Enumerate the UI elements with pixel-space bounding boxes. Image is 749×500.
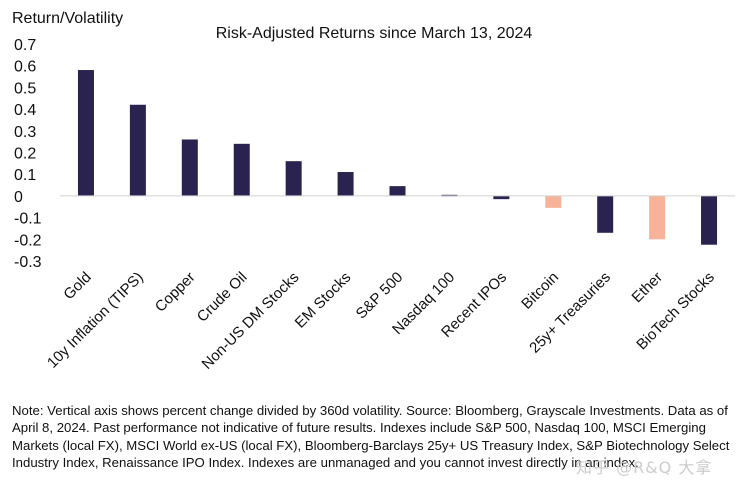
y-axis-label: Return/Volatility <box>12 10 123 27</box>
y-tick-label: 0.4 <box>14 102 36 119</box>
category-label: EM Stocks <box>292 269 355 332</box>
category-label: Ether <box>629 269 666 306</box>
bar <box>493 195 510 200</box>
y-tick-label: 0.6 <box>14 59 36 76</box>
bar <box>233 143 250 196</box>
bar <box>701 195 718 245</box>
y-tick-label: -0.2 <box>14 232 42 249</box>
category-label: 10y Inflation (TIPS) <box>44 269 147 372</box>
y-tick-label: 0.2 <box>14 146 36 163</box>
bar <box>649 195 666 240</box>
y-tick-label: 0.5 <box>14 80 36 97</box>
category-label: Non-US DM Stocks <box>199 269 303 373</box>
category-label: Copper <box>152 269 199 316</box>
category-label: Bitcoin <box>518 269 562 313</box>
category-label: Gold <box>60 269 94 303</box>
bar <box>77 70 94 196</box>
bar <box>337 172 354 196</box>
bar <box>129 104 146 196</box>
bar <box>597 195 614 233</box>
y-tick-label: 0.7 <box>14 37 36 54</box>
y-tick-label: -0.1 <box>14 211 42 228</box>
bars <box>77 70 718 245</box>
bar <box>389 186 406 196</box>
watermark: 知乎 @R&Q 大拿 <box>576 458 713 477</box>
y-tick-label: 0.1 <box>14 167 36 184</box>
bar <box>181 139 198 196</box>
y-tick-label: 0 <box>14 189 23 206</box>
category-label: S&P 500 <box>353 269 407 323</box>
footnote: Note: Vertical axis shows percent change… <box>12 403 730 471</box>
bar <box>545 195 562 208</box>
y-tick-label: -0.3 <box>14 254 42 271</box>
y-ticks: 0.7 0.6 0.5 0.4 0.3 0.2 0.1 0 -0.1 -0.2 -0.3 <box>14 37 42 271</box>
y-tick-label: 0.3 <box>14 124 36 141</box>
chart-title: Risk-Adjusted Returns since March 13, 20… <box>216 25 533 42</box>
chart: Return/Volatility Risk-Adjusted Returns … <box>12 10 735 373</box>
bar <box>285 161 302 196</box>
